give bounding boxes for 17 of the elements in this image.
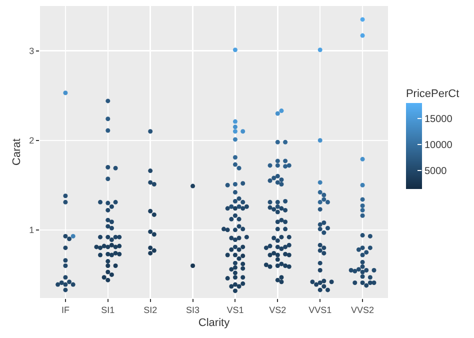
color-bar-label: 15000 bbox=[424, 114, 453, 125]
color-bar-label: 5000 bbox=[424, 166, 448, 177]
y-tick-label: 1 bbox=[29, 225, 34, 236]
x-tick-label: SI1 bbox=[101, 304, 115, 315]
x-tick-label: VVS2 bbox=[351, 304, 374, 315]
x-axis-title: Clarity bbox=[198, 317, 230, 329]
x-tick-label: VS2 bbox=[269, 304, 286, 315]
x-tick-label: SI3 bbox=[186, 304, 200, 315]
x-tick-label: VVS1 bbox=[308, 304, 332, 315]
color-bar-title: PricePerCt bbox=[406, 88, 460, 100]
y-tick-label: 2 bbox=[29, 136, 34, 146]
y-axis-title: Carat bbox=[10, 138, 23, 166]
x-tick-label: SI2 bbox=[144, 304, 158, 315]
x-tick-label: IF bbox=[61, 304, 70, 315]
color-bar-label: 10000 bbox=[424, 140, 453, 151]
y-tick-label: 3 bbox=[29, 46, 34, 56]
x-tick-label: VS1 bbox=[226, 304, 244, 315]
